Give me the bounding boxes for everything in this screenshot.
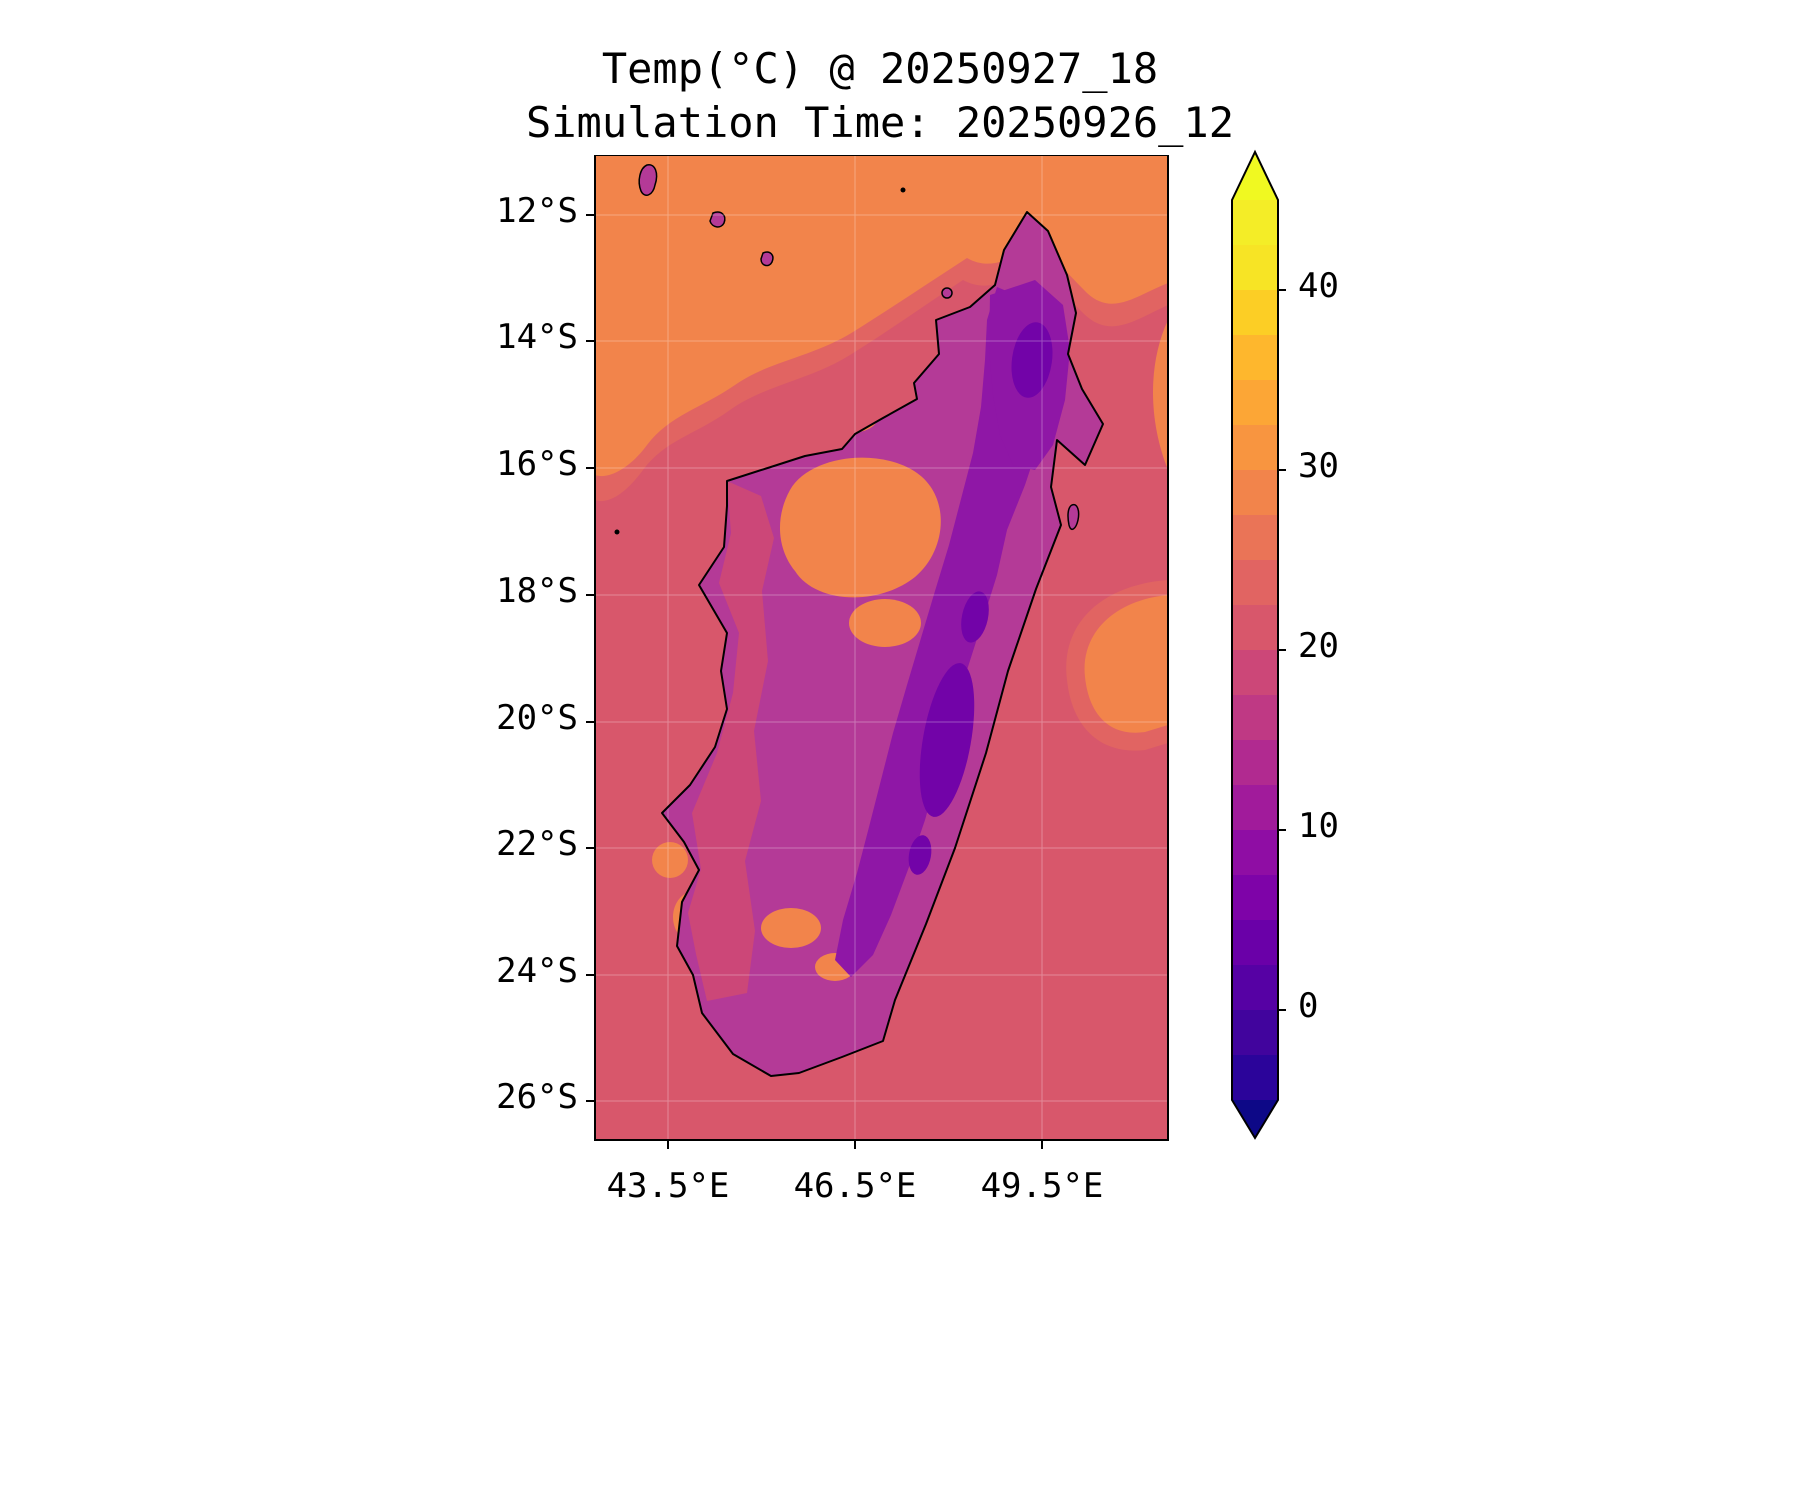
island-anjouan <box>760 251 774 267</box>
y-tick-label: 22°S <box>496 824 578 864</box>
colorbar-tick-label: 30 <box>1298 446 1339 486</box>
chart-title: Temp(°C) @ 20250927_18 <box>601 44 1159 93</box>
island-grande-comore <box>638 164 658 196</box>
land-highlands-cold <box>908 322 1053 875</box>
map-plot <box>586 155 1169 1149</box>
plot-border <box>594 155 1169 1141</box>
colorbar-outline <box>1231 149 1279 1140</box>
sea-warm-east-blob <box>1084 595 1168 733</box>
colorbar <box>1231 149 1286 1140</box>
offshore-islands <box>638 164 1080 531</box>
island-sainte-marie <box>1067 503 1080 531</box>
colorbar-tick-marks <box>1278 289 1286 1011</box>
colorbar-arrow-top <box>1232 152 1278 200</box>
axis-tick-marks <box>586 214 1043 1149</box>
colorbar-tick-label: 10 <box>1298 806 1339 846</box>
colorbar-arrow-bottom <box>1232 1100 1278 1138</box>
colorbar-tick-label: 0 <box>1298 986 1319 1026</box>
x-tick-label: 43.5°E <box>606 1166 730 1206</box>
land-west-lowlands <box>688 481 774 1001</box>
x-tick-label: 46.5°E <box>793 1166 917 1206</box>
chart-subtitle: Simulation Time: 20250926_12 <box>525 98 1234 147</box>
y-tick-label: 16°S <box>496 444 578 484</box>
colorbar-tick-label: 40 <box>1298 266 1339 306</box>
x-tick-label: 49.5°E <box>980 1166 1104 1206</box>
gridlines <box>595 155 1168 1140</box>
y-tick-label: 14°S <box>496 317 578 357</box>
colorbar-bands <box>1232 200 1278 1100</box>
y-tick-label: 18°S <box>496 571 578 611</box>
y-tick-label: 20°S <box>496 698 578 738</box>
island-nosy-be <box>941 287 953 299</box>
land-warm-patches <box>761 401 941 981</box>
y-tick-label: 26°S <box>496 1077 578 1117</box>
y-tick-label: 24°S <box>496 951 578 991</box>
sea-warm-east-sliver <box>1152 320 1168 470</box>
islet-dots <box>614 187 906 535</box>
y-tick-label: 12°S <box>496 191 578 231</box>
island-moheli <box>709 211 726 228</box>
colorbar-tick-label: 20 <box>1298 626 1339 666</box>
coastline <box>661 211 1104 1077</box>
